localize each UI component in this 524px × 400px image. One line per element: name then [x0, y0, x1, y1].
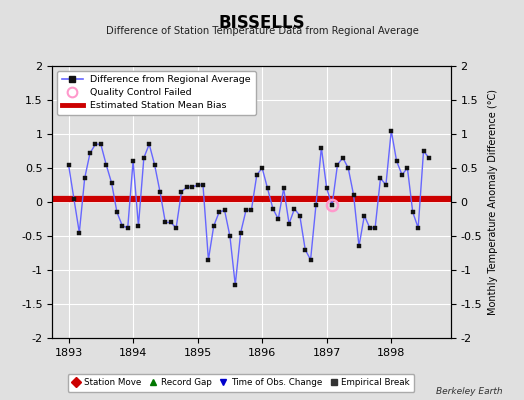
Text: Berkeley Earth: Berkeley Earth: [436, 387, 503, 396]
Y-axis label: Monthly Temperature Anomaly Difference (°C): Monthly Temperature Anomaly Difference (…: [487, 89, 498, 315]
Text: Difference of Station Temperature Data from Regional Average: Difference of Station Temperature Data f…: [105, 26, 419, 36]
Legend: Difference from Regional Average, Quality Control Failed, Estimated Station Mean: Difference from Regional Average, Qualit…: [57, 71, 256, 115]
Legend: Station Move, Record Gap, Time of Obs. Change, Empirical Break: Station Move, Record Gap, Time of Obs. C…: [68, 374, 414, 392]
Text: BISSELLS: BISSELLS: [219, 14, 305, 32]
